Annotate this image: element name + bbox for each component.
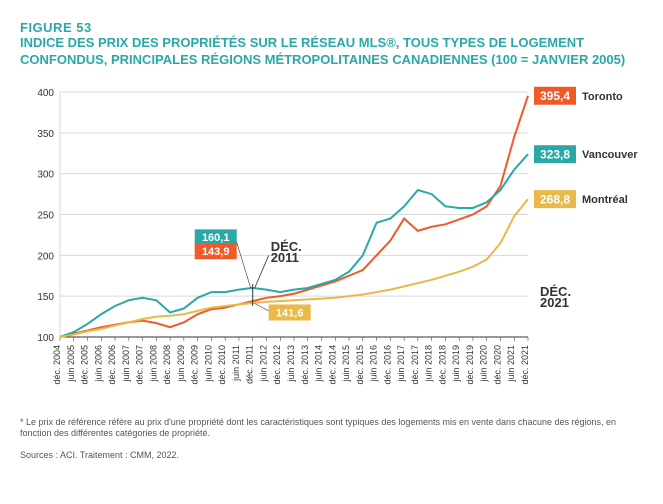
svg-text:juin 2019: juin 2019: [451, 345, 461, 383]
svg-text:395,4: 395,4: [540, 89, 570, 103]
svg-text:juin 2006: juin 2006: [93, 345, 103, 383]
svg-text:Vancouver: Vancouver: [582, 149, 638, 161]
line-chart: 100 150 200 250 300 350 400 déc. 2004 juin 2005 d…: [20, 77, 643, 407]
svg-text:juin 2009: juin 2009: [176, 345, 186, 383]
svg-text:déc. 2016: déc. 2016: [382, 345, 392, 385]
svg-text:déc. 2011: déc. 2011: [245, 345, 255, 384]
svg-text:268,8: 268,8: [540, 192, 570, 206]
svg-text:déc. 2019: déc. 2019: [465, 345, 475, 385]
svg-text:déc. 2021: déc. 2021: [520, 345, 530, 385]
svg-text:déc. 2014: déc. 2014: [327, 345, 337, 385]
svg-text:juin 2013: juin 2013: [286, 345, 296, 383]
footnote: * Le prix de référence réfère au prix d'…: [20, 417, 643, 440]
svg-text:100: 100: [37, 333, 54, 344]
svg-text:juin 2015: juin 2015: [341, 345, 351, 383]
svg-text:juin 2012: juin 2012: [258, 345, 268, 383]
svg-text:déc. 2015: déc. 2015: [355, 345, 365, 385]
svg-text:juin 2010: juin 2010: [203, 345, 213, 383]
svg-text:déc. 2020: déc. 2020: [492, 345, 502, 385]
svg-text:juin 2016: juin 2016: [369, 345, 379, 383]
svg-text:juin 2008: juin 2008: [148, 345, 158, 383]
svg-text:déc. 2006: déc. 2006: [107, 345, 117, 385]
svg-text:143,9: 143,9: [202, 246, 230, 258]
svg-text:déc. 2010: déc. 2010: [217, 345, 227, 385]
svg-text:250: 250: [37, 210, 54, 221]
figure-title: INDICE DES PRIX DES PROPRIÉTÉS SUR LE RÉ…: [20, 35, 643, 69]
svg-text:déc. 2012: déc. 2012: [272, 345, 282, 385]
svg-text:juin 2017: juin 2017: [396, 345, 406, 383]
svg-text:juin 2020: juin 2020: [479, 345, 489, 383]
svg-text:Montréal: Montréal: [582, 194, 628, 206]
svg-text:déc. 2017: déc. 2017: [410, 345, 420, 385]
svg-text:150: 150: [37, 292, 54, 303]
figure-label: FIGURE 53: [20, 20, 643, 35]
svg-text:141,6: 141,6: [276, 307, 304, 319]
svg-text:juin 2005: juin 2005: [66, 345, 76, 383]
svg-text:déc. 2013: déc. 2013: [300, 345, 310, 385]
svg-text:200: 200: [37, 251, 54, 262]
svg-text:juin 2021: juin 2021: [506, 345, 516, 383]
svg-text:juin 2014: juin 2014: [314, 345, 324, 383]
sources: Sources : ACI. Traitement : CMM, 2022.: [20, 450, 643, 460]
svg-text:400: 400: [37, 88, 54, 99]
svg-text:160,1: 160,1: [202, 232, 230, 244]
svg-text:déc. 2004: déc. 2004: [52, 345, 62, 385]
svg-text:déc. 2009: déc. 2009: [190, 345, 200, 385]
svg-text:juin 2011: juin 2011: [231, 345, 241, 382]
svg-text:juin 2007: juin 2007: [121, 345, 131, 383]
svg-text:déc. 2018: déc. 2018: [437, 345, 447, 385]
svg-text:déc. 2007: déc. 2007: [135, 345, 145, 385]
svg-text:Toronto: Toronto: [582, 91, 623, 103]
svg-text:juin 2018: juin 2018: [424, 345, 434, 383]
svg-text:déc. 2008: déc. 2008: [162, 345, 172, 385]
svg-text:300: 300: [37, 169, 54, 180]
svg-text:déc. 2005: déc. 2005: [80, 345, 90, 385]
svg-text:323,8: 323,8: [540, 147, 570, 161]
svg-text:350: 350: [37, 129, 54, 140]
svg-text:2011: 2011: [271, 250, 299, 265]
svg-text:2021: 2021: [540, 295, 569, 310]
